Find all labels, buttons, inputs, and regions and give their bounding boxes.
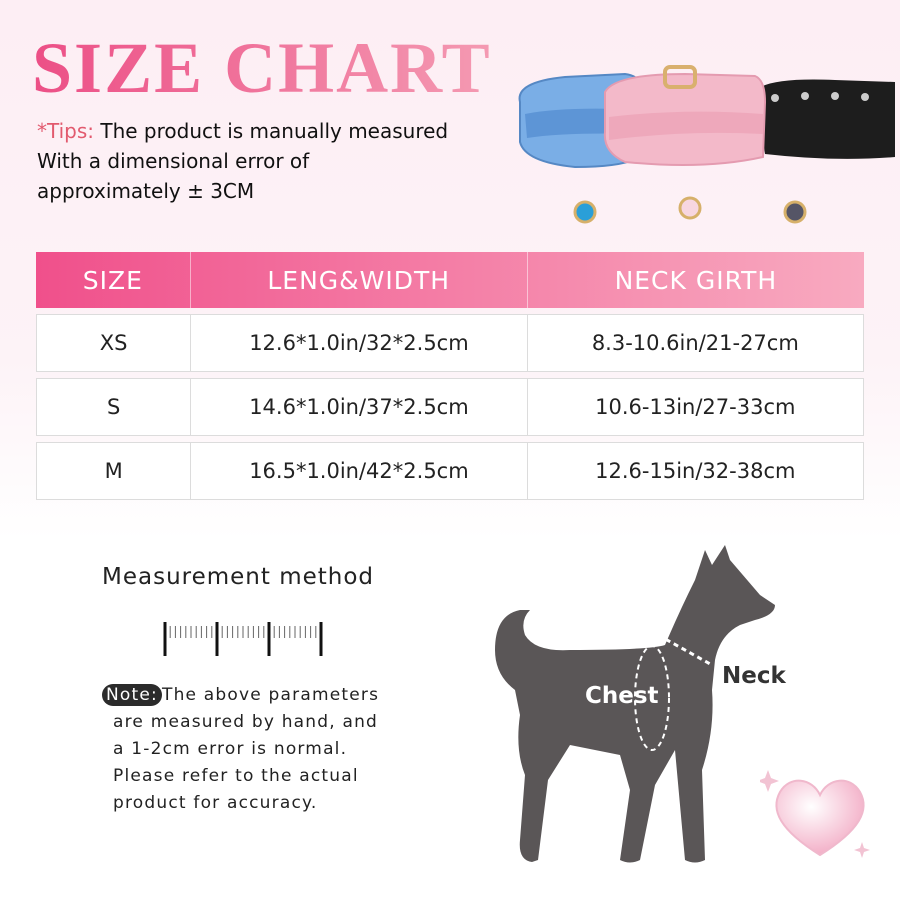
- table-row: S 14.6*1.0in/37*2.5cm 10.6-13in/27-33cm: [36, 378, 864, 436]
- tips-label: *Tips:: [37, 119, 95, 143]
- cell-neck-girth: 8.3-10.6in/21-27cm: [526, 315, 863, 371]
- cell-size: M: [104, 459, 123, 483]
- header-size: SIZE: [82, 265, 143, 295]
- table-row: M 16.5*1.0in/42*2.5cm 12.6-15in/32-38cm: [36, 442, 864, 500]
- black-collar: [755, 79, 895, 224]
- tips-text: *Tips: The product is manually measured …: [37, 116, 448, 206]
- note-line: Please refer to the actual: [113, 766, 359, 786]
- note-line: a 1-2cm error is normal.: [113, 739, 348, 759]
- chest-label: Chest: [585, 683, 659, 709]
- cell-size: S: [106, 395, 121, 419]
- neck-label: Neck: [722, 663, 786, 689]
- table-row: XS 12.6*1.0in/32*2.5cm 8.3-10.6in/21-27c…: [36, 314, 864, 372]
- cell-length-width: 14.6*1.0in/37*2.5cm: [190, 379, 526, 435]
- tips-line-1: The product is manually measured: [94, 119, 449, 143]
- ruler-icon: [163, 622, 323, 656]
- table-header: SIZE LENG&WIDTH NECK GIRTH: [36, 252, 864, 308]
- cell-length-width: 16.5*1.0in/42*2.5cm: [190, 443, 526, 499]
- tips-line-3: approximately ± 3CM: [37, 179, 255, 203]
- note-line: The above parameters: [161, 685, 380, 705]
- header-neck-girth: NECK GIRTH: [526, 252, 864, 308]
- neck-measure-line: [657, 633, 713, 667]
- cell-size: XS: [99, 331, 128, 355]
- cell-neck-girth: 10.6-13in/27-33cm: [526, 379, 863, 435]
- heart-decoration-icon: [760, 770, 870, 858]
- measurement-note: Note: The above parameters are measured b…: [102, 682, 379, 817]
- cell-neck-girth: 12.6-15in/32-38cm: [526, 443, 863, 499]
- dog-silhouette-diagram: Chest Neck: [495, 545, 786, 863]
- cell-length-width: 12.6*1.0in/32*2.5cm: [190, 315, 526, 371]
- note-badge: Note:: [102, 684, 162, 706]
- pink-collar: [603, 65, 767, 220]
- note-line: are measured by hand, and: [113, 712, 379, 732]
- page-title: SIZE CHART: [32, 28, 492, 108]
- note-line: product for accuracy.: [113, 793, 318, 813]
- collars-product-image: [518, 65, 895, 224]
- header-length-width: LENG&WIDTH: [189, 252, 527, 308]
- size-table: SIZE LENG&WIDTH NECK GIRTH XS 12.6*1.0in…: [36, 252, 864, 500]
- chest-measure-line: [634, 645, 670, 751]
- measurement-title: Measurement method: [102, 564, 375, 590]
- tips-line-2: With a dimensional error of: [37, 149, 310, 173]
